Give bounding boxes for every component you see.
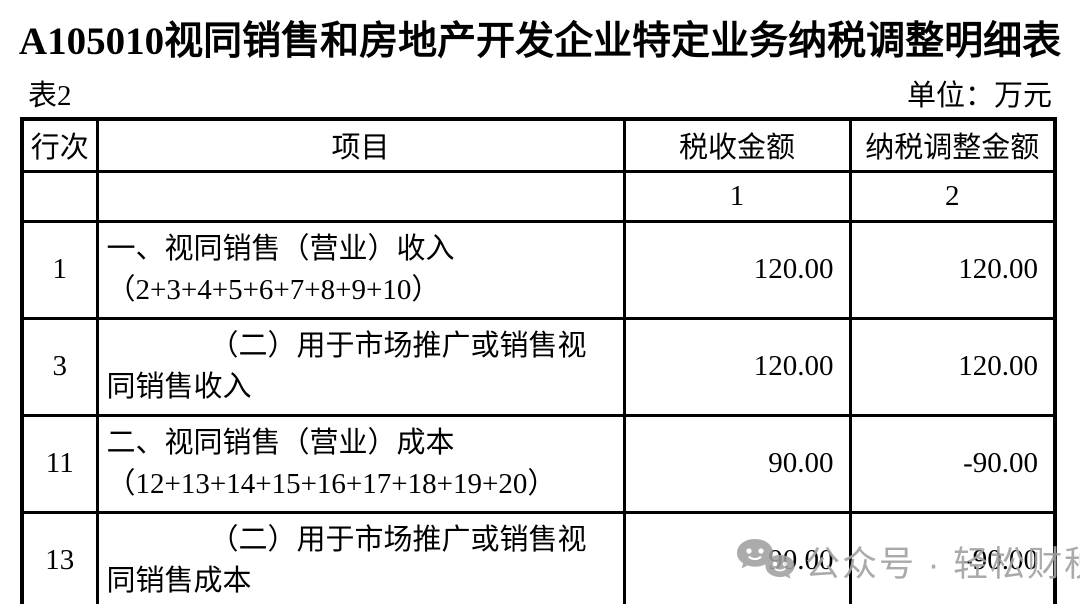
item-line1: （二）用于市场推广或销售视 [209, 329, 587, 362]
tax-amount-cell: 90.00 [622, 413, 852, 514]
unit-label: 单位：万元 [906, 80, 1052, 112]
table-row-11: 11 二、视同销售（营业）成本 （12+13+14+15+16+17+18+19… [20, 413, 1057, 514]
item-cell: 一、视同销售（营业）收入 （2+3+4+5+6+7+8+9+10） [95, 219, 626, 320]
adjust-amount-cell: -90.00 [848, 510, 1057, 604]
table-header-row: 行次 项目 税收金额 纳税调整金额 [20, 117, 1057, 173]
table-number-label: 表2 [28, 80, 72, 112]
index-cell-empty-row-no [20, 169, 99, 223]
row-no: 1 [20, 219, 99, 320]
row-no: 11 [20, 413, 99, 514]
table-row-3: 3 （二）用于市场推广或销售视 同销售收入 120.00 120.00 [20, 316, 1057, 417]
item-line1: 一、视同销售（营业）收入 [106, 232, 455, 265]
adjust-amount-cell: 120.00 [848, 219, 1057, 320]
col-header-item: 项目 [95, 117, 626, 173]
item-line1: 二、视同销售（营业）成本 [106, 426, 455, 459]
tax-amount-cell: 120.00 [622, 316, 852, 417]
index-cell-empty-item [95, 169, 626, 223]
item-line2: 同销售收入 [106, 370, 252, 403]
index-cell-adjust-amount: 2 [848, 169, 1057, 223]
item-line1: （二）用于市场推广或销售视 [209, 523, 587, 556]
col-header-row-no: 行次 [20, 117, 99, 173]
index-cell-tax-amount: 1 [622, 169, 852, 223]
table-row-1: 1 一、视同销售（营业）收入 （2+3+4+5+6+7+8+9+10） 120.… [20, 219, 1057, 320]
item-line2: （12+13+14+15+16+17+18+19+20） [106, 467, 557, 500]
row-no: 3 [20, 316, 99, 417]
row-no: 13 [20, 510, 99, 604]
tax-amount-cell: 90.00 [622, 510, 852, 604]
tax-amount-cell: 120.00 [622, 219, 852, 320]
tax-adjustment-table: 行次 项目 税收金额 纳税调整金额 1 2 1 一、视同销售（营业）收入 （2+… [20, 117, 1057, 604]
item-cell: 二、视同销售（营业）成本 （12+13+14+15+16+17+18+19+20… [95, 413, 626, 514]
page-title: A105010视同销售和房地产开发企业特定业务纳税调整明细表 [18, 20, 1062, 63]
item-cell: （二）用于市场推广或销售视 同销售收入 [95, 316, 626, 417]
col-header-tax-amount: 税收金额 [622, 117, 852, 173]
item-cell: （二）用于市场推广或销售视 同销售成本 [95, 510, 626, 604]
item-line2: （2+3+4+5+6+7+8+9+10） [106, 273, 441, 306]
column-index-row: 1 2 [20, 169, 1057, 223]
col-header-adjust-amount: 纳税调整金额 [848, 117, 1057, 173]
adjust-amount-cell: -90.00 [848, 413, 1057, 514]
adjust-amount-cell: 120.00 [848, 316, 1057, 417]
item-line2: 同销售成本 [106, 564, 252, 597]
table-row-13: 13 （二）用于市场推广或销售视 同销售成本 90.00 -90.00 [20, 510, 1057, 604]
